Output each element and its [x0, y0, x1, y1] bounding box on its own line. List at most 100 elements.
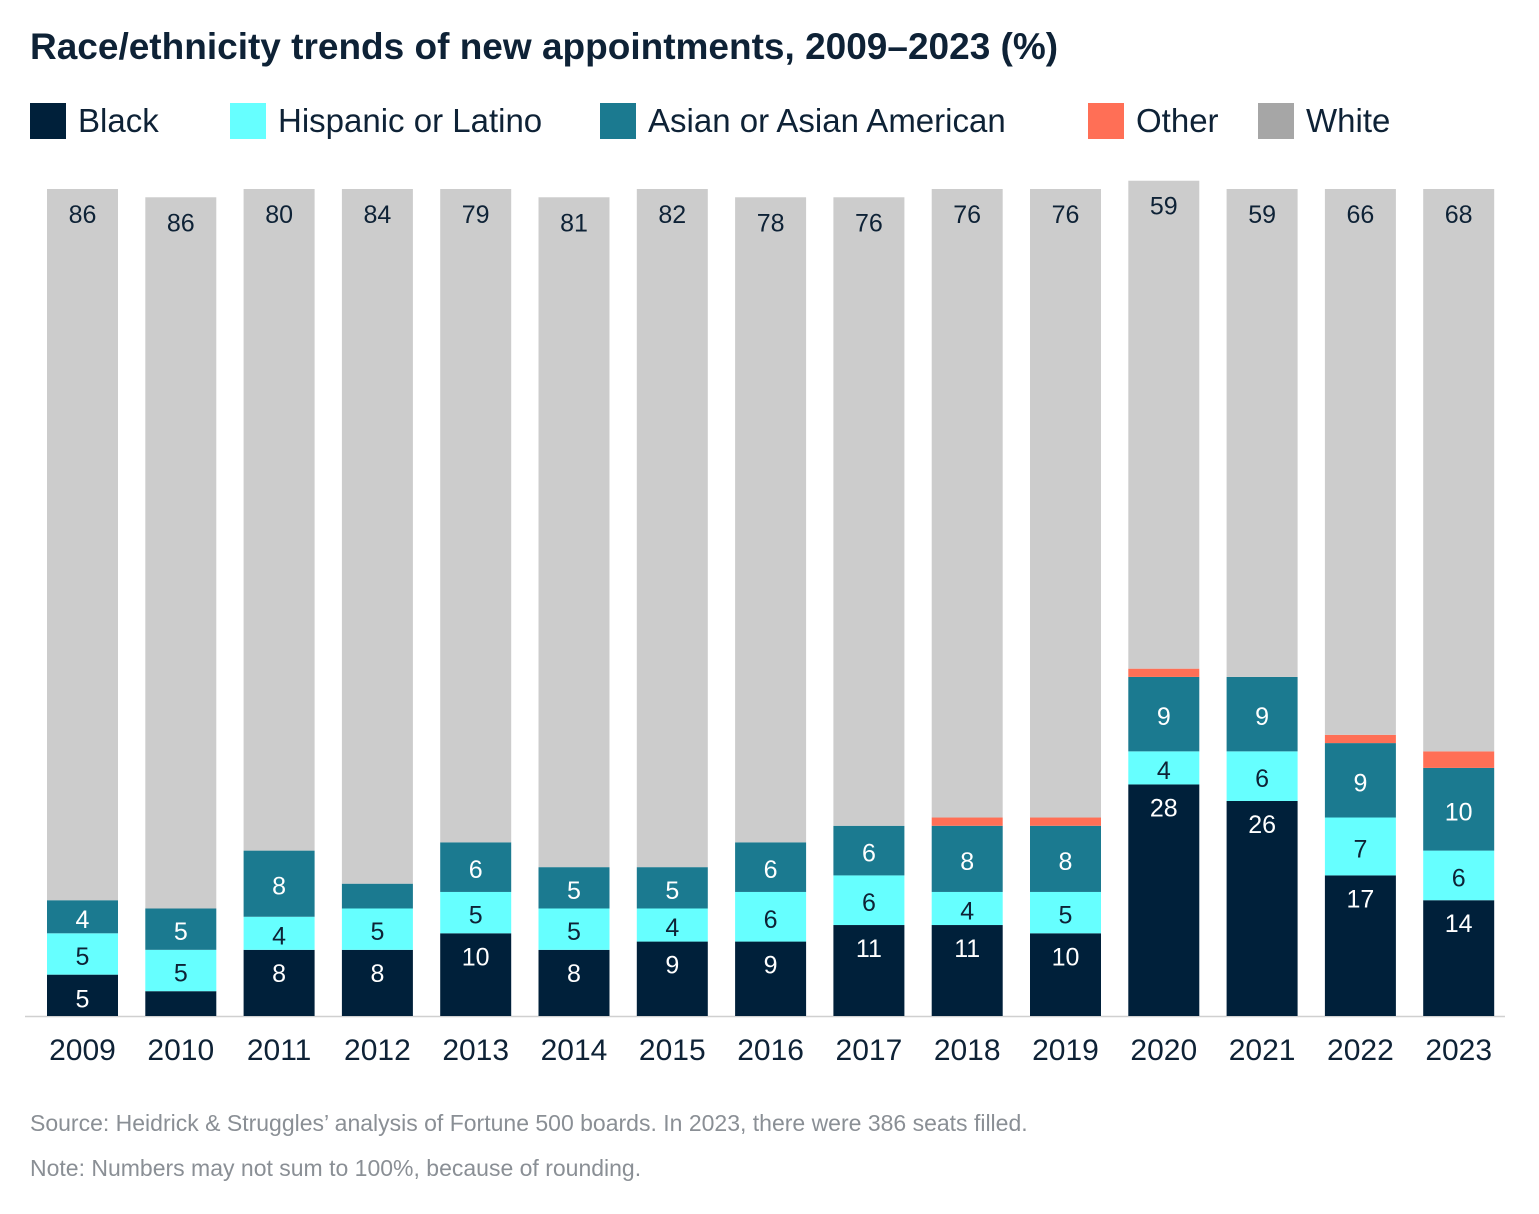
value-label-white-2015: 82 [658, 201, 686, 229]
value-label-white-2019: 76 [1052, 201, 1080, 229]
x-tick-label-2012: 2012 [344, 1034, 411, 1067]
bar-black-2019 [1030, 933, 1101, 1016]
legend-label-hispanic: Hispanic or Latino [278, 102, 543, 139]
value-label-hispanic-or-latino-2018: 4 [960, 897, 974, 925]
value-label-asian-or-asian-american-2011: 8 [272, 873, 286, 901]
value-label-white-2023: 68 [1445, 201, 1473, 229]
x-tick-label-2020: 2020 [1130, 1034, 1197, 1067]
x-tick-label-2015: 2015 [639, 1034, 706, 1067]
bar-black-2018 [931, 925, 1003, 1016]
bar-black-2020 [1128, 784, 1200, 1016]
value-label-asian-or-asian-american-2020: 9 [1157, 703, 1171, 731]
bar-hispanic-or-latino-2011 [243, 916, 315, 950]
value-label-black-2014: 8 [567, 960, 581, 988]
bar-other-2018 [931, 817, 1003, 826]
value-label-black-2016: 9 [764, 952, 778, 980]
legend-item-other: Other [1088, 102, 1219, 140]
bar-black-2010 [145, 991, 217, 1016]
x-tick-label-2019: 2019 [1032, 1034, 1099, 1067]
bar-white-2011 [243, 189, 315, 851]
bar-white-2022 [1324, 189, 1396, 735]
bar-asian-or-asian-american-2016 [735, 842, 807, 892]
value-label-white-2013: 79 [462, 201, 490, 229]
value-label-white-2018: 76 [953, 201, 981, 229]
value-label-black-2017: 11 [856, 935, 882, 963]
value-label-hispanic-or-latino-2014: 5 [567, 918, 581, 946]
rounding-note: Note: Numbers may not sum to 100%, becau… [30, 1155, 642, 1181]
value-label-hispanic-or-latino-2021: 6 [1255, 765, 1269, 793]
bar-black-2011 [243, 949, 315, 1016]
bar-black-2013 [440, 933, 512, 1016]
value-label-hispanic-or-latino-2015: 4 [665, 914, 679, 942]
bar-black-2017 [833, 925, 905, 1016]
bar-black-2022 [1324, 875, 1396, 1016]
value-label-asian-or-asian-american-2023: 10 [1445, 798, 1473, 826]
bar-hispanic-or-latino-2013 [440, 891, 512, 934]
value-label-hispanic-or-latino-2012: 5 [370, 918, 384, 946]
value-label-asian-or-asian-american-2009: 4 [76, 906, 90, 934]
bar-white-2014 [538, 197, 610, 868]
bar-hispanic-or-latino-2019 [1030, 891, 1101, 934]
value-label-asian-or-asian-american-2021: 9 [1255, 703, 1269, 731]
bar-asian-or-asian-american-2018 [931, 825, 1003, 892]
value-label-black-2011: 8 [272, 960, 286, 988]
bar-black-2014 [538, 949, 610, 1016]
value-label-black-2018: 11 [954, 935, 980, 963]
legend-item-asian: Asian or Asian American [600, 102, 1006, 140]
bar-white-2010 [145, 197, 217, 909]
source-note: Source: Heidrick & Struggles’ analysis o… [30, 1110, 1028, 1136]
bar-hispanic-or-latino-2015 [636, 908, 708, 942]
value-label-asian-or-asian-american-2013: 6 [469, 856, 483, 884]
legend-swatch-other [1088, 103, 1124, 139]
value-label-white-2020: 59 [1150, 193, 1178, 221]
x-tick-label-2009: 2009 [49, 1034, 116, 1067]
value-label-black-2023: 14 [1445, 910, 1473, 938]
value-label-black-2022: 17 [1346, 885, 1374, 913]
bar-other-2020 [1128, 668, 1200, 677]
legend-label-white: White [1306, 102, 1391, 139]
value-label-white-2017: 76 [855, 209, 883, 237]
value-label-black-2009: 5 [76, 985, 90, 1013]
bar-asian-or-asian-american-2010 [145, 908, 217, 950]
bar-asian-or-asian-american-2021 [1226, 676, 1298, 752]
value-label-black-2013: 10 [462, 943, 490, 971]
bar-white-2021 [1226, 189, 1298, 677]
bar-asian-or-asian-american-2013 [440, 842, 512, 892]
value-label-asian-or-asian-american-2016: 6 [764, 856, 778, 884]
value-label-white-2012: 84 [363, 201, 391, 229]
value-label-hispanic-or-latino-2009: 5 [76, 943, 90, 971]
bar-hispanic-or-latino-2016 [735, 891, 807, 942]
value-label-black-2020: 28 [1150, 794, 1178, 822]
bar-other-2022 [1324, 734, 1396, 744]
value-label-hispanic-or-latino-2022: 7 [1353, 835, 1367, 863]
bar-hispanic-or-latino-2022 [1324, 817, 1396, 876]
value-label-asian-or-asian-american-2019: 8 [1059, 848, 1073, 876]
value-label-black-2019: 10 [1052, 943, 1080, 971]
value-label-hispanic-or-latino-2016: 6 [764, 906, 778, 934]
x-tick-label-2011: 2011 [247, 1034, 312, 1067]
value-label-hispanic-or-latino-2023: 6 [1452, 864, 1466, 892]
bar-asian-or-asian-american-2011 [243, 850, 315, 917]
value-label-white-2016: 78 [757, 209, 785, 237]
value-label-white-2021: 59 [1248, 201, 1276, 229]
value-label-white-2014: 81 [560, 209, 588, 237]
value-label-asian-or-asian-american-2022: 9 [1353, 769, 1367, 797]
x-tick-label-2021: 2021 [1229, 1034, 1296, 1067]
value-label-hispanic-or-latino-2019: 5 [1059, 902, 1073, 930]
bar-white-2016 [735, 197, 807, 843]
value-label-white-2022: 66 [1346, 201, 1374, 229]
bar-asian-or-asian-american-2009 [47, 900, 118, 934]
bar-hispanic-or-latino-2012 [341, 908, 413, 950]
bar-white-2017 [833, 197, 905, 826]
value-label-asian-or-asian-american-2018: 8 [960, 848, 974, 876]
bar-white-2023 [1423, 189, 1495, 752]
bar-black-2023 [1423, 900, 1495, 1016]
value-label-hispanic-or-latino-2020: 4 [1157, 757, 1171, 785]
bar-asian-or-asian-american-2019 [1030, 825, 1101, 892]
bar-black-2009 [47, 974, 118, 1016]
bar-hispanic-or-latino-2014 [538, 908, 610, 950]
x-tick-label-2016: 2016 [737, 1034, 804, 1067]
legend-swatch-asian [600, 103, 636, 139]
bar-hispanic-or-latino-2021 [1226, 751, 1298, 801]
